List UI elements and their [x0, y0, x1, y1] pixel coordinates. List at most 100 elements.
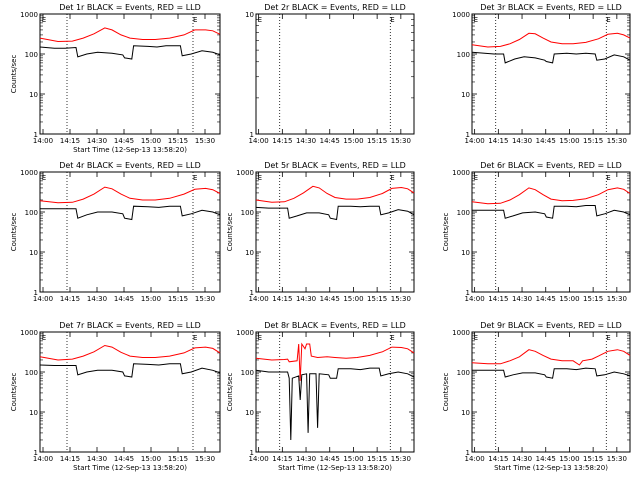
x-tick-label: 14:30: [512, 295, 532, 303]
x-axis-label: Start Time (12-Sep-13 13:58:20): [73, 464, 187, 472]
x-tick-label: 15:00: [343, 455, 363, 463]
series-line-lld: [39, 186, 221, 204]
y-axis-label: Counts/sec: [10, 213, 18, 252]
x-tick-label: 15:00: [559, 137, 579, 145]
x-tick-label: 15:00: [559, 295, 579, 303]
y-tick-label: 100: [25, 369, 38, 377]
panel-title: Det 4r BLACK = Events, RED = LLD: [59, 161, 201, 170]
x-tick-label: 14:00: [249, 295, 269, 303]
y-tick-label: 10: [29, 409, 38, 417]
x-tick-label: 15:15: [168, 295, 188, 303]
x-tick-label: 14:00: [33, 137, 53, 145]
x-tick-label: 15:30: [195, 137, 215, 145]
series-line-lld: [255, 185, 415, 203]
series-line-events: [40, 205, 221, 221]
e-marker: E: [474, 334, 478, 342]
x-tick-label: 15:15: [367, 295, 387, 303]
x-tick-label: 14:30: [296, 455, 316, 463]
x-tick-label: 15:15: [583, 137, 603, 145]
axes-frame: [255, 13, 415, 135]
y-tick-label: 1: [250, 289, 254, 297]
x-tick-label: 14:15: [488, 295, 508, 303]
e-marker: E: [258, 174, 262, 182]
x-tick-label: 14:30: [87, 295, 107, 303]
axes-frame: [471, 13, 631, 135]
x-axis-label: Start Time (12-Sep-13 13:58:20): [494, 464, 608, 472]
axes-frame: [471, 171, 631, 293]
e-marker: E: [474, 174, 478, 182]
e-marker: E: [390, 16, 394, 24]
e-marker: E: [606, 16, 610, 24]
x-tick-label: 14:15: [272, 295, 292, 303]
x-tick-label: 15:30: [391, 137, 411, 145]
x-tick-label: 14:00: [249, 137, 269, 145]
series-line-lld: [471, 349, 631, 366]
x-tick-label: 14:15: [488, 455, 508, 463]
x-tick-label: 14:15: [488, 137, 508, 145]
series-line-lld: [255, 342, 415, 381]
x-tick-label: 15:30: [607, 295, 627, 303]
x-tick-label: 14:45: [536, 455, 556, 463]
x-tick-label: 15:00: [343, 137, 363, 145]
x-tick-label: 15:15: [367, 455, 387, 463]
series-line-events: [255, 367, 415, 441]
series-line-lld: [471, 32, 631, 48]
y-tick-label: 100: [25, 51, 38, 59]
y-tick-label: 100: [457, 369, 470, 377]
y-axis-label: Counts/sec: [442, 213, 450, 252]
x-tick-label: 14:30: [296, 295, 316, 303]
y-tick-label: 10: [461, 409, 470, 417]
x-tick-label: 15:30: [391, 295, 411, 303]
y-tick-label: 1000: [20, 169, 38, 177]
y-tick-label: 100: [457, 51, 470, 59]
y-tick-label: 100: [241, 209, 254, 217]
x-tick-label: 14:30: [87, 455, 107, 463]
y-axis-label: Counts/sec: [10, 373, 18, 412]
x-tick-label: 15:00: [141, 137, 161, 145]
x-tick-label: 15:00: [343, 295, 363, 303]
series-line-events: [39, 363, 221, 378]
x-tick-label: 14:15: [60, 455, 80, 463]
e-marker: E: [606, 334, 610, 342]
series-line-events: [255, 205, 415, 221]
y-tick-label: 1: [466, 131, 470, 139]
e-marker: E: [258, 16, 262, 24]
e-marker: E: [42, 174, 46, 182]
y-tick-label: 1000: [236, 329, 254, 337]
axes-frame: [39, 331, 221, 453]
e-marker: E: [193, 334, 197, 342]
y-tick-label: 1000: [20, 329, 38, 337]
series-line-events: [471, 51, 631, 64]
x-tick-label: 15:00: [141, 455, 161, 463]
axes-frame: [39, 171, 221, 293]
y-tick-label: 1: [34, 289, 38, 297]
y-axis-label: Counts/sec: [226, 213, 234, 252]
x-tick-label: 14:00: [465, 455, 485, 463]
y-tick-label: 1: [34, 131, 38, 139]
axes-frame: [39, 13, 221, 135]
x-tick-label: 14:00: [249, 455, 269, 463]
y-tick-label: 100: [241, 369, 254, 377]
panel-title: Det 2r BLACK = Events, RED = LLD: [264, 3, 406, 12]
e-marker: E: [193, 174, 197, 182]
x-tick-label: 14:30: [296, 137, 316, 145]
y-tick-label: 1000: [20, 11, 38, 19]
x-tick-label: 15:00: [559, 455, 579, 463]
y-tick-label: 100: [25, 209, 38, 217]
y-tick-label: 1: [466, 289, 470, 297]
y-axis-label: Counts/sec: [226, 373, 234, 412]
panel-title: Det 1r BLACK = Events, RED = LLD: [59, 3, 201, 12]
x-tick-label: 14:15: [272, 455, 292, 463]
panel-title: Det 9r BLACK = Events, RED = LLD: [480, 321, 622, 330]
x-tick-label: 14:00: [33, 455, 53, 463]
x-tick-label: 14:30: [87, 137, 107, 145]
x-tick-label: 14:15: [60, 295, 80, 303]
panel-title: Det 6r BLACK = Events, RED = LLD: [480, 161, 622, 170]
x-tick-label: 15:30: [195, 455, 215, 463]
panel-det-7: Det 7r BLACK = Events, RED = LLD E E 1 10 100…: [10, 321, 221, 472]
x-tick-label: 14:45: [320, 137, 340, 145]
